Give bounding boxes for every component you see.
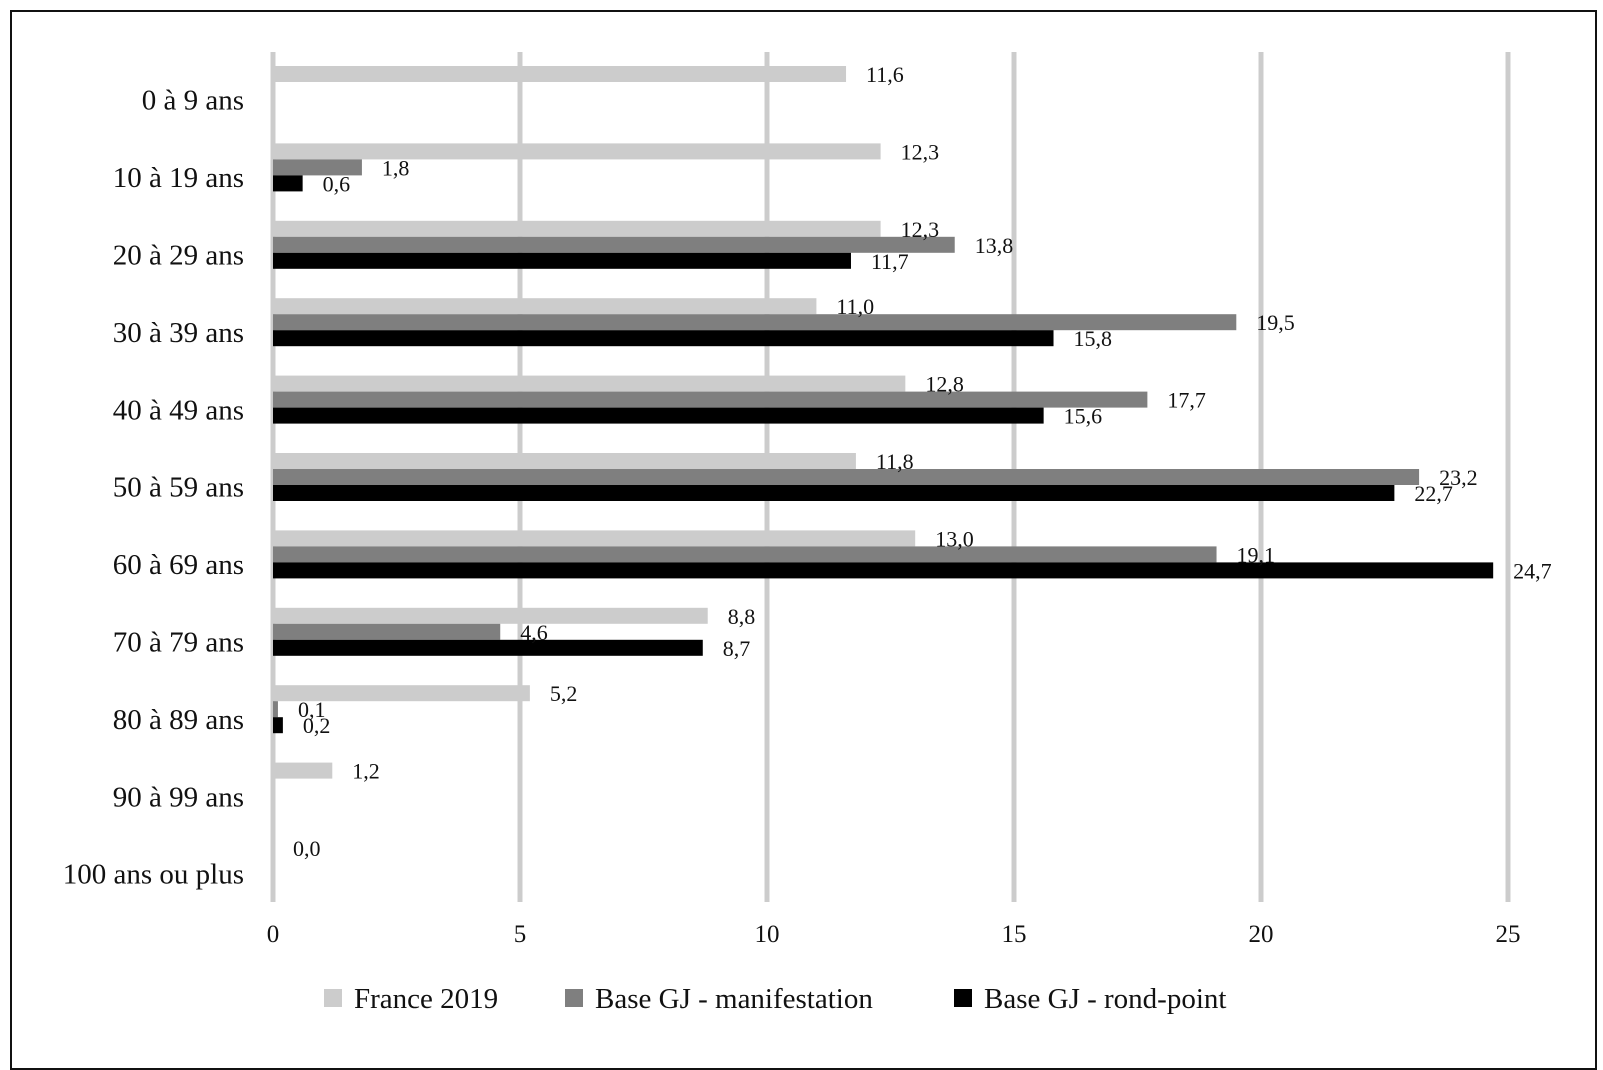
bar-base-gj-rond-point-50-59-ans [273,485,1395,501]
x-tick-label-0: 0 [267,921,280,948]
data-label-france-2019-80-89-ans: 5,2 [550,681,578,706]
data-label-base-gj-manifestation-80-89-ans: 0,1 [298,697,326,722]
bar-base-gj-manifestation-60-69-ans [273,546,1217,563]
data-label-france-2019-10-19-ans: 12,3 [901,139,940,164]
bar-base-gj-rond-point-30-39-ans [273,330,1054,347]
bar-france-2019-30-39-ans [273,298,817,315]
bar-base-gj-manifestation-20-29-ans [273,236,955,253]
data-label-france-2019-70-79-ans: 8,8 [728,604,756,629]
bar-base-gj-manifestation-70-79-ans [273,623,501,640]
category-label-30-39-ans: 30 à 39 ans [113,317,244,349]
data-label-base-gj-rond-point-80-89-ans: 0,2 [303,713,331,738]
data-label-france-2019-20-29-ans: 12,3 [901,217,940,242]
bars [273,66,1494,779]
bar-base-gj-manifestation-50-59-ans [273,469,1420,485]
legend: France 2019 Base GJ - manifestation Base G… [324,983,1226,1015]
data-label-base-gj-rond-point-60-69-ans: 24,7 [1513,558,1552,583]
bar-base-gj-rond-point-60-69-ans [273,562,1494,579]
x-tick-label-15: 15 [1002,921,1027,948]
category-label-70-79-ans: 70 à 79 ans [113,627,244,659]
data-label-base-gj-rond-point-50-59-ans: 22,7 [1414,481,1453,506]
category-label-50-59-ans: 50 à 59 ans [113,472,244,504]
category-label-0-9-ans: 0 à 9 ans [142,85,244,117]
bar-france-2019-50-59-ans [273,453,856,469]
bar-france-2019-80-89-ans [273,685,530,702]
data-labels: 11,6 12,3 12,3 11,0 12,8 11,8 13,0 8,8 5,2 1,2 0,0… [293,62,1552,861]
legend-label-france-2019: France 2019 [354,983,498,1015]
x-tick-label-5: 5 [514,921,527,948]
bar-base-gj-rond-point-70-79-ans [273,639,703,656]
category-label-40-49-ans: 40 à 49 ans [113,394,244,426]
data-label-france-2019-0-9-ans: 11,6 [866,62,904,87]
data-label-france-2019-50-59-ans: 11,8 [876,449,914,474]
bar-base-gj-rond-point-20-29-ans [273,252,851,269]
data-label-france-2019-40-49-ans: 12,8 [925,372,964,397]
bar-base-gj-manifestation-80-89-ans [273,701,278,718]
category-label-10-19-ans: 10 à 19 ans [113,162,244,194]
category-label-100-ans-ou-plus: 100 ans ou plus [63,859,244,891]
data-label-base-gj-rond-point-30-39-ans: 15,8 [1074,326,1113,351]
data-label-france-2019-30-39-ans: 11,0 [836,294,874,319]
bar-base-gj-rond-point-80-89-ans [273,717,283,734]
bar-base-gj-manifestation-30-39-ans [273,314,1237,331]
data-label-base-gj-manifestation-50-59-ans: 23,2 [1439,465,1478,490]
legend-label-base-gj-manifestation: Base GJ - manifestation [595,983,873,1015]
legend-label-base-gj-rond-point: Base GJ - rond-point [984,983,1226,1015]
bar-base-gj-rond-point-10-19-ans [273,175,303,192]
x-tick-label-25: 25 [1496,921,1521,948]
bar-base-gj-manifestation-40-49-ans [273,391,1148,408]
data-label-france-2019-90-99-ans: 1,2 [352,759,380,784]
data-label-base-gj-manifestation-40-49-ans: 17,7 [1167,388,1206,413]
bar-france-2019-60-69-ans [273,530,916,547]
category-labels: 0 à 9 ans 10 à 19 ans 20 à 29 ans 30 à 39 a… [63,85,244,891]
age-distribution-bar-chart: 11,6 12,3 12,3 11,0 12,8 11,8 13,0 8,8 5,2 1,2 0,0… [63,52,1552,1015]
bar-base-gj-manifestation-10-19-ans [273,159,362,176]
data-label-base-gj-manifestation-10-19-ans: 1,8 [382,155,410,180]
legend-swatch-base-gj-rond-point [954,989,972,1007]
data-label-france-2019-100-ans-ou-plus: 0,0 [293,836,321,861]
data-label-base-gj-manifestation-20-29-ans: 13,8 [975,233,1014,258]
bar-france-2019-90-99-ans [273,762,333,779]
data-label-base-gj-rond-point-40-49-ans: 15,6 [1064,404,1103,429]
legend-swatch-base-gj-manifestation [565,989,583,1007]
data-label-france-2019-60-69-ans: 13,0 [935,526,974,551]
bar-base-gj-rond-point-40-49-ans [273,407,1044,424]
category-label-80-89-ans: 80 à 89 ans [113,704,244,736]
legend-swatch-france-2019 [324,989,342,1007]
data-label-base-gj-manifestation-60-69-ans: 19,1 [1237,542,1276,567]
chart-frame: 11,6 12,3 12,3 11,0 12,8 11,8 13,0 8,8 5,2 1,2 0,0… [10,10,1597,1070]
bar-france-2019-20-29-ans [273,220,881,237]
data-label-base-gj-manifestation-30-39-ans: 19,5 [1256,310,1295,335]
category-label-20-29-ans: 20 à 29 ans [113,240,244,272]
category-label-60-69-ans: 60 à 69 ans [113,549,244,581]
x-tick-label-20: 20 [1249,921,1274,948]
x-axis-tick-labels: 0 5 10 15 20 25 [267,921,1521,948]
x-tick-label-10: 10 [755,921,780,948]
data-label-base-gj-rond-point-10-19-ans: 0,6 [323,171,351,196]
bar-france-2019-10-19-ans [273,143,881,160]
data-label-base-gj-rond-point-70-79-ans: 8,7 [723,636,751,661]
bar-france-2019-70-79-ans [273,607,708,624]
category-label-90-99-ans: 90 à 99 ans [113,781,244,813]
data-label-base-gj-rond-point-20-29-ans: 11,7 [871,249,909,274]
bar-france-2019-40-49-ans [273,375,906,392]
bar-france-2019-0-9-ans [273,66,847,82]
data-label-base-gj-manifestation-70-79-ans: 4,6 [520,620,548,645]
